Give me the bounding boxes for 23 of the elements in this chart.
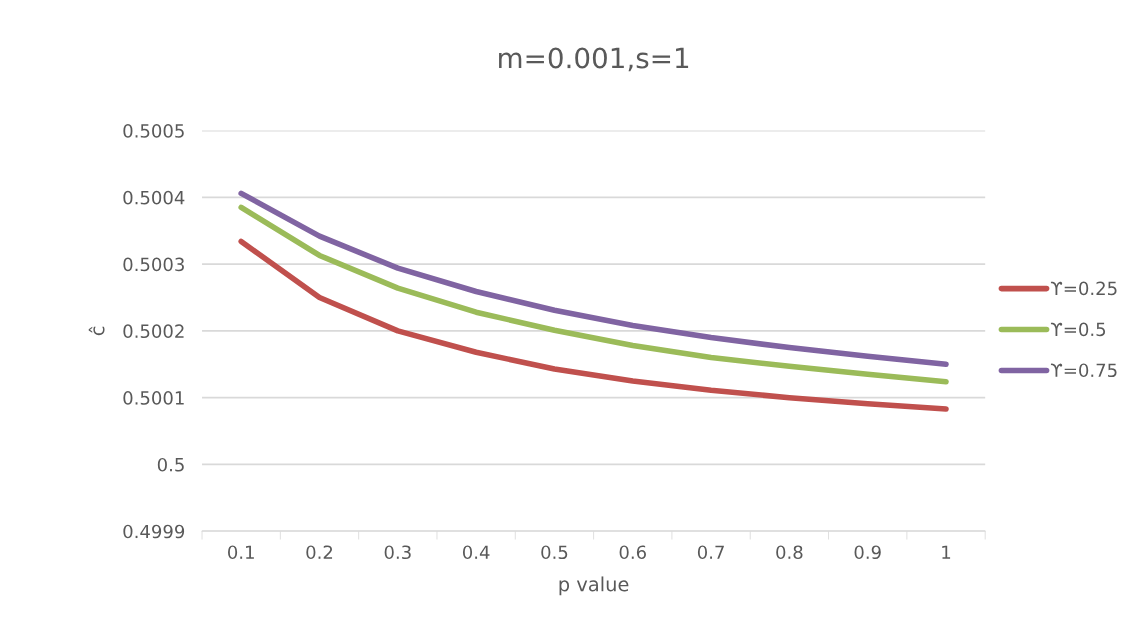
chart-title: m=0.001,s=1 bbox=[499, 47, 689, 72]
x-tick-label: 0.8 bbox=[776, 545, 803, 560]
y-tick-label: 0.5004 bbox=[123, 190, 185, 205]
x-axis-title: p value bbox=[559, 576, 629, 596]
x-tick-label: 0.7 bbox=[697, 545, 724, 560]
legend-label: ϒ=0.5 bbox=[1050, 322, 1106, 337]
y-tick-label: 0.5003 bbox=[123, 257, 184, 272]
x-tick-label: 0.3 bbox=[384, 545, 411, 560]
y-tick-label: 0.5 bbox=[157, 457, 184, 472]
y-axis-title: ĉ bbox=[88, 326, 105, 336]
x-tick-label: 1 bbox=[942, 545, 951, 559]
x-tick-label: 0.2 bbox=[306, 545, 333, 560]
x-tick-label: 0.4 bbox=[462, 545, 490, 560]
x-tick-label: 0.1 bbox=[228, 545, 254, 560]
x-tick-label: 0.6 bbox=[619, 545, 646, 560]
legend-label: ϒ=0.75 bbox=[1050, 363, 1117, 378]
y-tick-label: 0.4999 bbox=[123, 524, 185, 539]
x-tick-label: 0.5 bbox=[541, 545, 568, 560]
legend-label: ϒ=0.25 bbox=[1050, 281, 1117, 296]
y-tick-label: 0.5005 bbox=[123, 124, 184, 138]
y-tick-label: 0.5002 bbox=[123, 324, 184, 339]
x-tick-label: 0.9 bbox=[854, 545, 881, 560]
y-tick-label: 0.5001 bbox=[123, 391, 184, 405]
